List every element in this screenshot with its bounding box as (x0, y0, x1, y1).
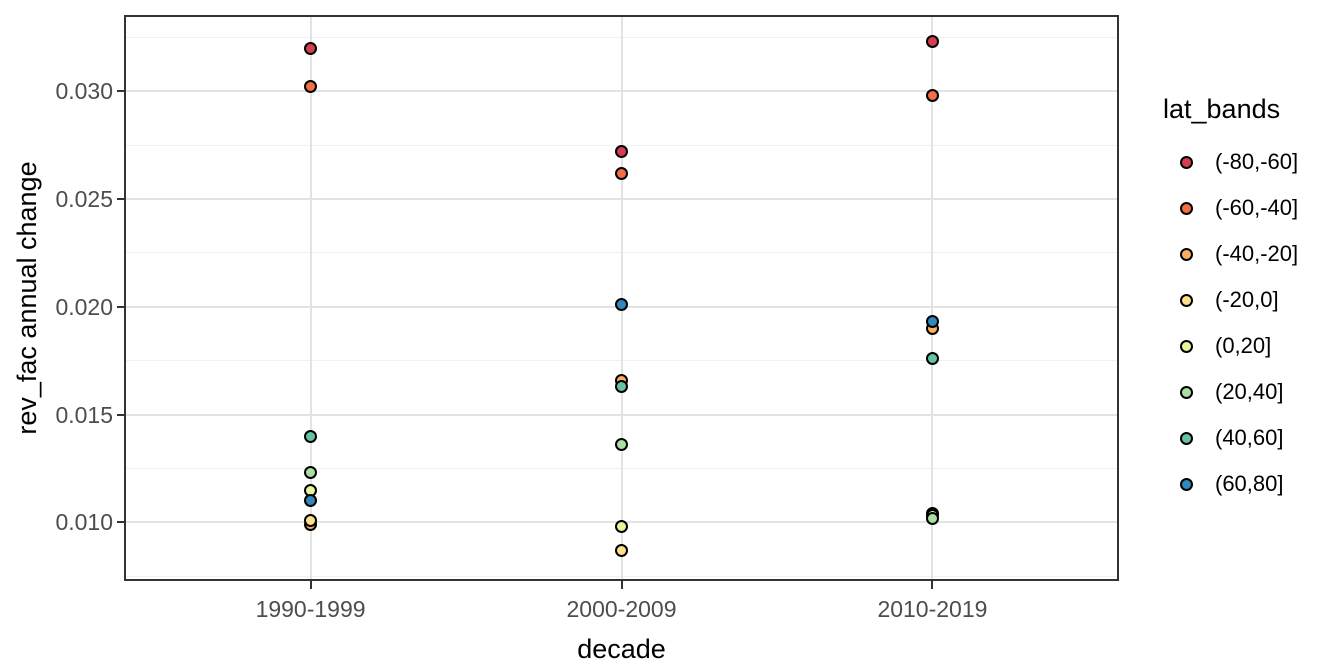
x-axis-title: decade (577, 634, 666, 664)
point-(-80,-60]-2000-2009 (615, 145, 628, 159)
point-(-80,-60]-2010-2019 (925, 35, 939, 49)
point-(-80,-60]-1990-1999 (304, 41, 318, 55)
legend-item: (60,80] (1160, 461, 1344, 507)
legend-key-circle (1180, 201, 1193, 215)
y-tick-mark (117, 413, 124, 416)
y-tick-label: 0.020 (55, 293, 113, 320)
y-tick-mark (117, 305, 124, 308)
point-(-60,-40]-1990-1999 (304, 80, 318, 94)
point-(20,40]-2000-2009 (615, 438, 628, 452)
legend-item: (-60,-40] (1160, 185, 1344, 231)
point-(-20,0]-1990-1999 (304, 513, 318, 527)
legend-key-circle (1180, 477, 1193, 491)
point-(-20,0]-2000-2009 (615, 543, 628, 557)
legend-item: (-20,0] (1160, 277, 1344, 323)
y-tick-label: 0.030 (55, 78, 113, 105)
legend-label: (-40,-20] (1215, 241, 1299, 266)
x-tick-mark (620, 581, 623, 589)
y-tick-label: 0.025 (55, 186, 113, 213)
legend-label: (20,40] (1215, 379, 1284, 404)
point-(0,20]-2000-2009 (615, 520, 628, 534)
x-tick-label: 1990-1999 (255, 596, 366, 622)
legend-title: lat_bands (1163, 94, 1281, 124)
gridline-x-major (309, 15, 312, 581)
x-tick-mark (931, 581, 934, 589)
point-(20,40]-2010-2019 (925, 511, 939, 525)
y-tick-mark (117, 90, 124, 93)
point-(60,80]-1990-1999 (304, 494, 318, 508)
x-tick-label: 2010-2019 (877, 596, 988, 622)
legend-item: (20,40] (1160, 369, 1344, 415)
legend-item: (-80,-60] (1160, 139, 1344, 185)
x-tick-mark (309, 581, 312, 589)
point-(40,60]-2000-2009 (615, 380, 628, 394)
legend-item: (0,20] (1160, 323, 1344, 369)
point-(60,80]-2010-2019 (925, 315, 939, 329)
y-tick-mark (117, 198, 124, 201)
gridline-x-major (620, 15, 623, 581)
legend-label: (0,20] (1215, 333, 1272, 358)
legend-key-circle (1180, 247, 1193, 261)
legend-item: (-40,-20] (1160, 231, 1344, 277)
y-tick-mark (117, 521, 124, 524)
legend-item: (40,60] (1160, 415, 1344, 461)
legend-key-circle (1180, 293, 1193, 307)
legend-label: (-60,-40] (1215, 195, 1299, 220)
legend-label: (40,60] (1215, 425, 1284, 450)
legend-label: (60,80] (1215, 471, 1284, 496)
point-(60,80]-2000-2009 (615, 298, 628, 312)
gridline-x-major (931, 15, 934, 581)
point-(-60,-40]-2010-2019 (925, 89, 939, 103)
legend-key-circle (1180, 155, 1193, 169)
legend-key-circle (1180, 385, 1193, 399)
legend-key-circle (1180, 339, 1193, 353)
x-tick-label: 2000-2009 (566, 596, 677, 622)
y-axis-title: rev_fac annual change (12, 161, 42, 435)
plot-panel (124, 15, 1119, 581)
y-tick-label: 0.015 (55, 401, 113, 428)
point-(40,60]-1990-1999 (304, 429, 318, 443)
legend-label: (-80,-60] (1215, 149, 1299, 174)
point-(20,40]-1990-1999 (304, 466, 318, 480)
y-tick-label: 0.010 (55, 509, 113, 536)
point-(-60,-40]-2000-2009 (615, 166, 628, 180)
point-(40,60]-2010-2019 (925, 352, 939, 366)
legend-label: (-20,0] (1215, 287, 1279, 312)
legend-key-circle (1180, 431, 1193, 445)
